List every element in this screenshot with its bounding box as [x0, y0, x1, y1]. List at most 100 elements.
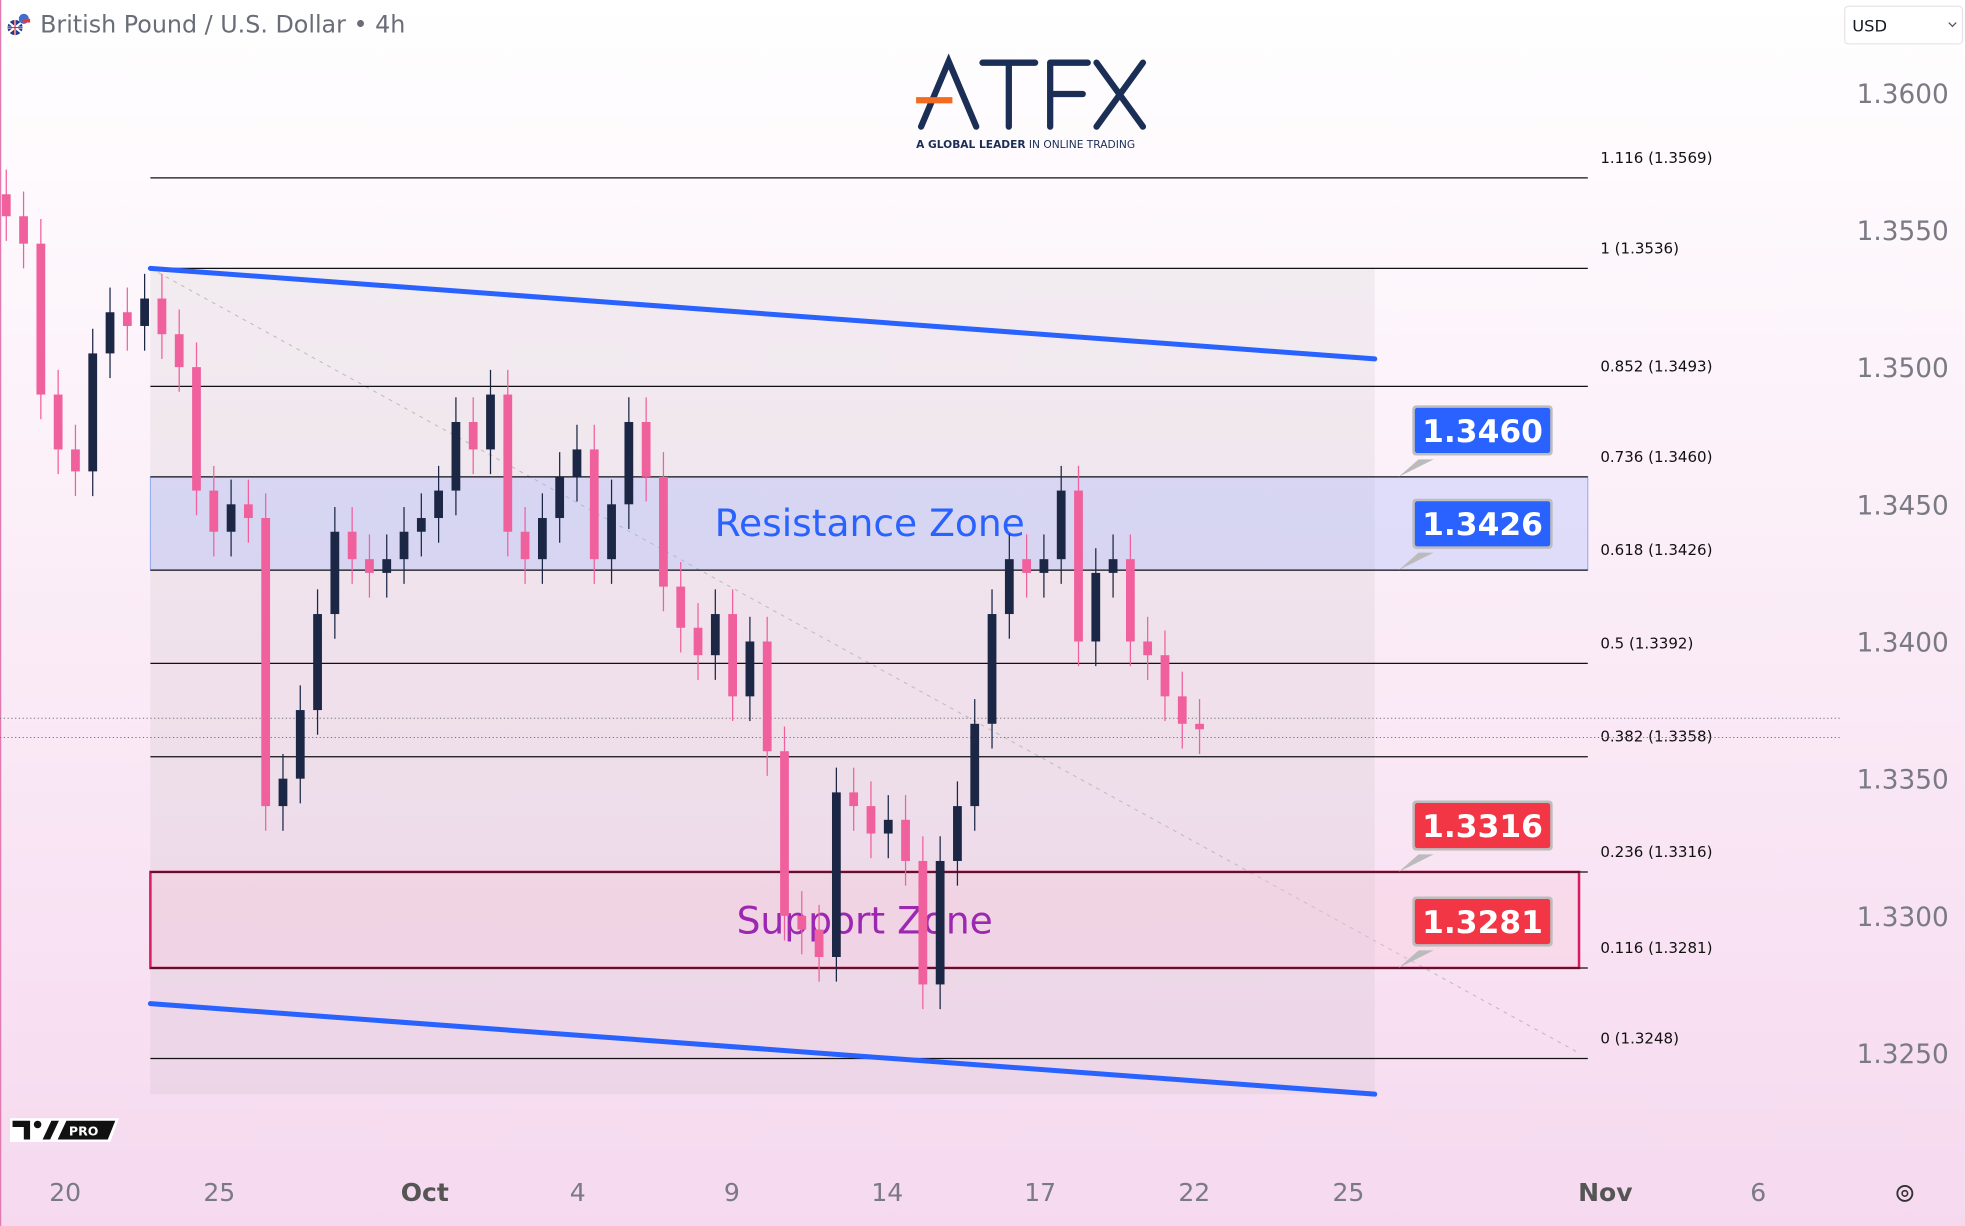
candle — [676, 561, 686, 653]
candle — [278, 753, 288, 831]
descending-channel[interactable] — [147, 265, 1378, 1097]
candle-body — [157, 298, 167, 335]
candle — [1125, 534, 1135, 667]
fib-level-label: 0 (1.3248) — [1600, 1029, 1679, 1047]
candle — [745, 616, 755, 722]
candle — [624, 397, 634, 529]
candle — [174, 309, 184, 392]
chevron-down-icon — [1948, 22, 1957, 28]
candle — [88, 328, 98, 497]
price-tick-label: 1.3550 — [1857, 217, 1949, 247]
price-tick-label: 1.3300 — [1857, 903, 1949, 933]
channel-upper-line[interactable] — [147, 265, 1378, 362]
candle — [71, 424, 80, 497]
date-tick-label: Oct — [401, 1178, 449, 1207]
candle — [572, 424, 582, 502]
time-axis[interactable]: 20 25 Oct 4 9 14 17 22 25 Nov 6 — [49, 1178, 1766, 1207]
fib-shaded-area — [150, 268, 1375, 1095]
candle-body — [1143, 641, 1153, 656]
tag-label: 1.3460 — [1422, 414, 1543, 450]
candle — [953, 781, 962, 886]
tradingview-pro-logo: PRO — [10, 1118, 120, 1143]
candle — [537, 493, 547, 584]
symbol-title: British Pound / U.S. Dollar — [40, 11, 346, 39]
currency-select[interactable]: USD — [1844, 5, 1964, 45]
date-tick-label: 22 — [1178, 1178, 1210, 1207]
resistance-zone-label: Resistance Zone — [715, 501, 1025, 545]
date-tick-label: 25 — [1332, 1178, 1364, 1207]
candle — [1160, 630, 1170, 722]
candle-body — [520, 531, 530, 560]
candle — [883, 795, 893, 859]
candle — [261, 493, 271, 831]
candle-body — [192, 367, 201, 491]
price-tick-label: 1.3450 — [1857, 491, 1949, 521]
candle-body — [347, 531, 357, 560]
candle-body — [36, 243, 46, 395]
candle — [434, 465, 444, 543]
candle — [831, 767, 841, 982]
date-tick-label: 17 — [1024, 1178, 1056, 1207]
candle — [780, 726, 789, 941]
candle — [1074, 465, 1083, 667]
candle-body — [728, 614, 738, 697]
candle — [1, 169, 11, 241]
price-tags: 1.3460 1.3426 1.3316 1.3281 — [1398, 405, 1553, 968]
candle-body — [122, 312, 132, 326]
candle-body — [866, 806, 876, 834]
candle — [849, 767, 859, 831]
candle — [192, 342, 201, 516]
channel-lower-line[interactable] — [147, 1001, 1378, 1097]
price-tick-label: 1.3400 — [1857, 629, 1949, 659]
tag-label: 1.3316 — [1422, 809, 1543, 845]
candle-body — [624, 421, 634, 505]
candle — [399, 507, 409, 584]
candle-body — [935, 860, 945, 985]
candle-body — [19, 216, 28, 244]
candle — [36, 218, 46, 420]
candle-body — [1056, 490, 1066, 560]
candle-body — [451, 421, 461, 491]
candle-body — [831, 792, 841, 957]
date-tick-label: 20 — [49, 1178, 81, 1207]
candle-body — [572, 449, 582, 477]
candle — [382, 534, 392, 598]
resistance-price-tag[interactable]: 1.3460 — [1398, 405, 1553, 477]
price-axis[interactable]: 1.3600 1.3550 1.3500 1.3450 1.3400 1.3350 1.33… — [1857, 80, 1949, 1070]
candle-body — [970, 723, 980, 807]
candle-body — [399, 531, 409, 560]
candle-body — [1125, 559, 1135, 642]
support-price-tag[interactable]: 1.3281 — [1398, 896, 1553, 968]
candle — [1022, 534, 1031, 598]
candle-body — [710, 614, 720, 656]
candle-body — [883, 819, 893, 834]
candle — [641, 397, 651, 502]
candle-body — [503, 394, 513, 532]
candle-body — [261, 518, 271, 807]
candle-body — [1004, 559, 1014, 615]
price-tick-label: 1.3250 — [1857, 1040, 1949, 1070]
candle-body — [105, 312, 115, 354]
support-price-tag[interactable]: 1.3316 — [1398, 800, 1553, 872]
currency-value: USD — [1852, 16, 1887, 35]
fib-retracement[interactable]: 1.116 (1.3569) 1 (1.3536) 0.852 (1.3493) 0.… — [0, 149, 1840, 1060]
candle-body — [676, 586, 686, 628]
resistance-zone[interactable] — [149, 476, 1589, 571]
candle — [918, 836, 928, 1010]
candle — [486, 369, 495, 475]
candle-body — [174, 334, 184, 368]
candle-body — [278, 778, 288, 807]
candle — [728, 589, 738, 722]
tag-label: 1.3281 — [1422, 905, 1543, 941]
candle — [1195, 699, 1204, 754]
symbol-header[interactable]: British Pound / U.S. Dollar • 4h — [7, 11, 406, 39]
candle — [607, 479, 616, 584]
candle — [866, 781, 876, 859]
candle-body — [1022, 559, 1031, 573]
fib-level-label: 0.736 (1.3460) — [1600, 448, 1712, 466]
gear-icon[interactable] — [1896, 1184, 1914, 1202]
resistance-price-tag[interactable]: 1.3426 — [1398, 498, 1553, 571]
candle-body — [486, 394, 495, 450]
pro-badge: PRO — [69, 1124, 99, 1139]
